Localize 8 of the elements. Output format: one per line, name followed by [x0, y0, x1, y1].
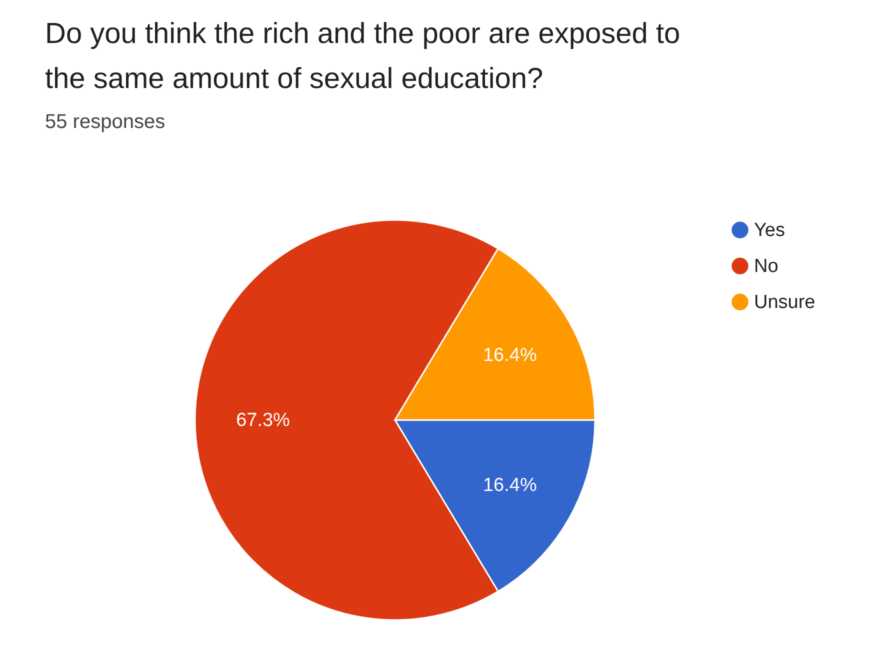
- chart-subtitle: 55 responses: [45, 111, 166, 133]
- legend-label: Unsure: [754, 292, 816, 313]
- chart-title: Do you think the rich and the poor are exposed to the same amount of sexual education?: [45, 18, 680, 95]
- data-label: 67.3%: [236, 410, 290, 431]
- legend-label: No: [754, 256, 778, 277]
- data-label: 16.4%: [482, 345, 537, 366]
- data-label: 16.4%: [482, 474, 537, 496]
- legend-label: Yes: [754, 220, 785, 241]
